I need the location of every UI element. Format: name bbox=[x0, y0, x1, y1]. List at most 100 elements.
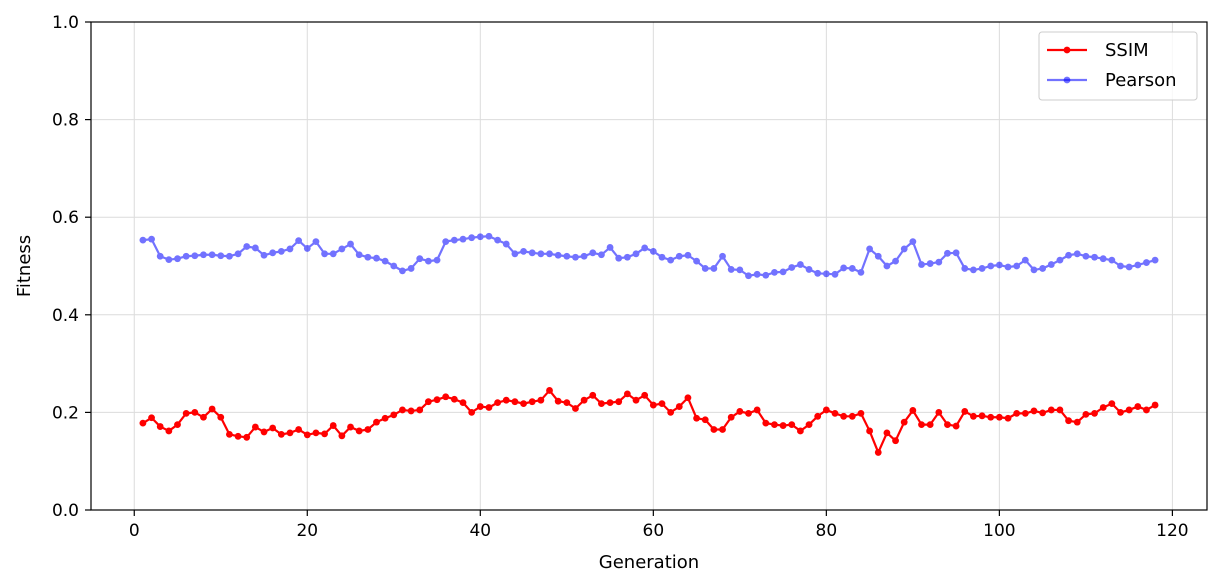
data-point bbox=[710, 265, 718, 272]
data-point bbox=[424, 398, 432, 406]
data-point bbox=[459, 235, 467, 243]
data-point bbox=[407, 265, 415, 272]
y-tick-label: 0.8 bbox=[52, 111, 79, 131]
data-point bbox=[1047, 261, 1055, 268]
data-point bbox=[572, 253, 579, 261]
data-point bbox=[433, 256, 441, 264]
data-point bbox=[900, 245, 908, 253]
x-tick-label: 100 bbox=[983, 521, 1015, 541]
data-point bbox=[684, 394, 692, 402]
data-point bbox=[814, 269, 822, 277]
data-point bbox=[563, 399, 571, 407]
data-point bbox=[1056, 256, 1064, 264]
data-point bbox=[390, 262, 398, 270]
data-point bbox=[303, 245, 311, 252]
data-point bbox=[148, 235, 155, 243]
data-point bbox=[338, 245, 346, 253]
data-point bbox=[321, 250, 328, 258]
x-tick-label: 80 bbox=[816, 521, 838, 541]
data-point bbox=[1151, 401, 1159, 409]
data-point bbox=[727, 266, 735, 273]
data-point bbox=[1099, 404, 1107, 411]
data-point bbox=[563, 252, 571, 260]
data-point bbox=[468, 234, 476, 242]
data-point bbox=[269, 424, 277, 432]
y-tick-label: 1.0 bbox=[52, 13, 79, 33]
data-point bbox=[381, 414, 389, 422]
data-point bbox=[822, 406, 830, 414]
data-point bbox=[373, 254, 380, 262]
legend-label: SSIM bbox=[1105, 40, 1149, 61]
data-point bbox=[1065, 251, 1072, 259]
data-point bbox=[857, 268, 865, 276]
data-point bbox=[580, 396, 588, 404]
data-point bbox=[589, 249, 597, 257]
data-point bbox=[251, 244, 259, 252]
data-point bbox=[165, 427, 173, 435]
data-point bbox=[995, 261, 1003, 269]
x-axis-label: Generation bbox=[599, 552, 699, 573]
data-point bbox=[1030, 266, 1038, 274]
data-point bbox=[848, 412, 856, 420]
data-point bbox=[399, 406, 406, 414]
data-point bbox=[1151, 256, 1159, 264]
data-point bbox=[338, 432, 346, 440]
data-point bbox=[606, 244, 614, 251]
data-point bbox=[182, 252, 190, 260]
data-point bbox=[520, 247, 527, 255]
ticks: 0 20 40 60 80 100 120 0.0 0.2 0.4 0.6 0.8 1.0 bbox=[52, 13, 1189, 541]
data-point bbox=[727, 413, 735, 421]
x-tick-label: 60 bbox=[643, 521, 665, 541]
data-point bbox=[459, 399, 467, 407]
data-point bbox=[771, 268, 778, 276]
data-point bbox=[528, 398, 536, 406]
data-point bbox=[1143, 259, 1150, 266]
data-point bbox=[1134, 261, 1142, 269]
data-point bbox=[174, 421, 181, 428]
data-point bbox=[277, 430, 285, 438]
data-point bbox=[321, 430, 328, 438]
data-point bbox=[805, 421, 813, 428]
data-point bbox=[329, 422, 337, 429]
data-point bbox=[355, 427, 363, 435]
data-point bbox=[1117, 409, 1124, 416]
data-point bbox=[779, 422, 787, 429]
data-point bbox=[217, 413, 225, 421]
data-point bbox=[416, 255, 424, 263]
legend: SSIM Pearson bbox=[1038, 31, 1198, 101]
data-point bbox=[347, 423, 354, 431]
data-point bbox=[450, 236, 458, 244]
data-point bbox=[822, 270, 830, 278]
x-tick-label: 20 bbox=[296, 521, 318, 541]
data-point bbox=[623, 390, 631, 398]
data-point bbox=[191, 252, 199, 260]
data-point bbox=[1143, 406, 1150, 414]
data-point bbox=[840, 412, 848, 420]
data-point bbox=[450, 395, 458, 403]
data-point bbox=[286, 429, 294, 437]
data-point bbox=[1004, 414, 1012, 422]
data-point bbox=[693, 257, 700, 265]
data-point bbox=[174, 255, 181, 263]
series-pearson bbox=[139, 232, 1159, 280]
data-point bbox=[632, 250, 640, 258]
data-point bbox=[511, 398, 519, 406]
y-axis-label: Fitness bbox=[14, 235, 35, 297]
data-point bbox=[1117, 262, 1124, 270]
data-point bbox=[598, 251, 605, 259]
data-point bbox=[866, 245, 874, 253]
data-point bbox=[1030, 407, 1038, 415]
data-point bbox=[546, 387, 553, 394]
data-point bbox=[788, 264, 796, 271]
data-point bbox=[546, 250, 553, 258]
data-point bbox=[719, 252, 726, 260]
series-line bbox=[142, 235, 1156, 277]
data-point bbox=[649, 247, 657, 255]
legend-item-ssim: SSIM bbox=[1047, 40, 1149, 61]
data-point bbox=[944, 421, 951, 428]
data-point bbox=[632, 396, 640, 404]
data-point bbox=[978, 412, 986, 420]
data-point bbox=[269, 249, 277, 257]
